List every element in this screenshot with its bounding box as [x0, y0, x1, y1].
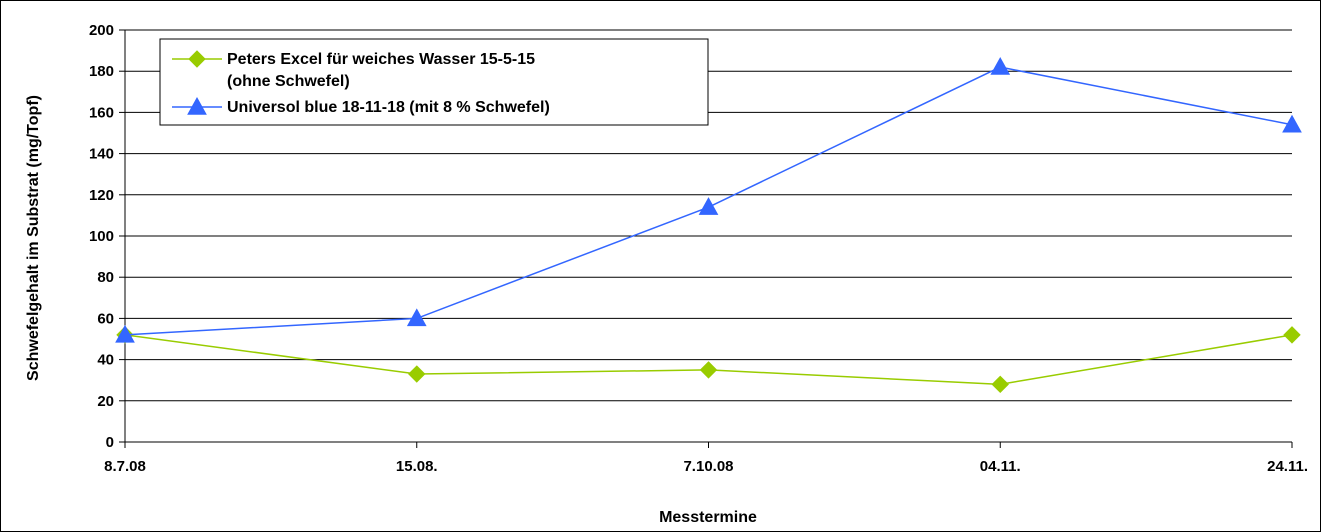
- y-tick-label: 120: [89, 187, 114, 204]
- legend-label: Universol blue 18-11-18 (mit 8 % Schwefe…: [227, 99, 550, 116]
- series-2: [115, 57, 1302, 343]
- y-tick-label: 180: [89, 63, 114, 80]
- y-tick-label: 200: [89, 22, 114, 39]
- diamond-point: [991, 375, 1009, 394]
- y-tick-label: 80: [97, 269, 114, 286]
- x-tick-label: 24.11.: [1267, 458, 1308, 475]
- x-tick-label: 7.10.08: [683, 458, 733, 475]
- legend-label: Peters Excel für weiches Wasser 15-5-15: [227, 51, 535, 68]
- x-tick-label: 15.08.: [396, 458, 438, 475]
- y-tick-labels: 0 20 40 60 80 100 120 140 160 180 200: [89, 22, 114, 451]
- x-axis-title: Messtermine: [659, 509, 757, 526]
- triangle-point: [698, 197, 719, 215]
- x-tick-labels: 8.7.08 15.08. 7.10.08 04.11. 24.11.: [104, 458, 1308, 475]
- axes: [119, 29, 1293, 448]
- legend-label: (ohne Schwefel): [227, 73, 350, 90]
- x-tick-label: 8.7.08: [104, 458, 146, 475]
- diamond-point: [408, 365, 426, 383]
- y-tick-label: 140: [89, 146, 114, 163]
- legend: Peters Excel für weiches Wasser 15-5-15 (…: [159, 38, 709, 126]
- y-tick-label: 0: [106, 434, 114, 451]
- series-layer: [115, 57, 1302, 394]
- diamond-point: [699, 361, 718, 379]
- x-tick-label: 04.11.: [980, 458, 1021, 475]
- legend-marker: [188, 50, 206, 68]
- y-tick-label: 100: [89, 228, 114, 245]
- y-tick-label: 160: [89, 104, 114, 121]
- y-tick-label: 20: [97, 393, 114, 410]
- triangle-point: [115, 324, 135, 343]
- legend-marker: [187, 96, 207, 115]
- y-axis-title: Schwefelgehalt im Substrat (mg/Topf): [25, 95, 42, 381]
- triangle-point: [1282, 114, 1302, 133]
- triangle-point: [406, 308, 427, 327]
- triangle-point: [990, 57, 1011, 75]
- legend-box: [159, 38, 709, 126]
- y-tick-label: 40: [97, 352, 114, 369]
- diamond-point: [1283, 326, 1301, 344]
- y-tick-label: 60: [97, 310, 114, 327]
